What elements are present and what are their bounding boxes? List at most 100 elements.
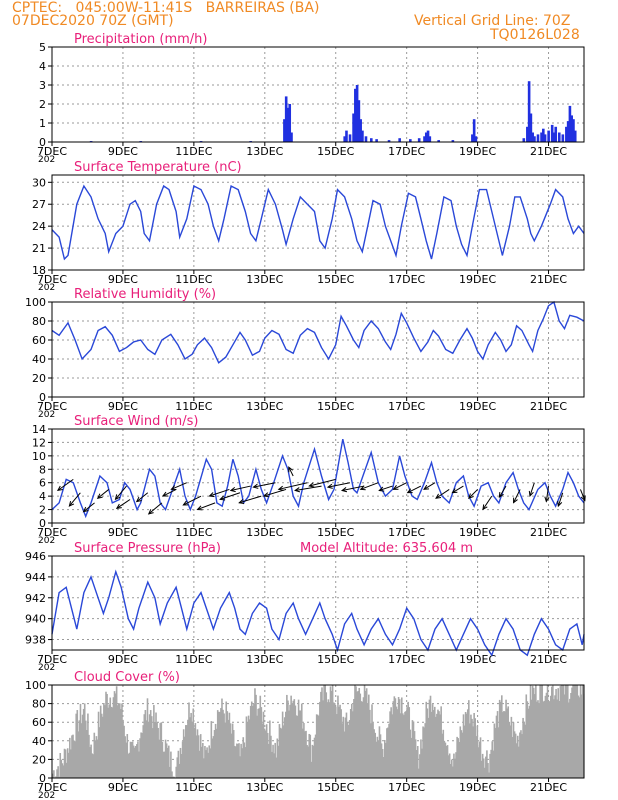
cloud-bar (204, 746, 206, 778)
cloud-bar (254, 688, 256, 778)
panel-title-wind: Surface Wind (m/s) (74, 414, 198, 429)
cloud-bar (482, 758, 485, 778)
precip-bar (352, 113, 355, 142)
cloud-bar (283, 717, 286, 778)
cloud-bar (533, 694, 536, 778)
cloud-bar (67, 752, 70, 778)
precip-bar (557, 132, 561, 142)
cloud-bar (127, 753, 130, 778)
cloud-bar (183, 736, 186, 778)
panel-title-cloud: Cloud Cover (%) (74, 670, 180, 685)
cloud-bar (89, 747, 91, 778)
cloud-bar (248, 719, 251, 778)
wind-arrow-head (96, 493, 103, 499)
cloud-bar (83, 703, 86, 778)
precip-bar (561, 134, 565, 142)
cloud-bar (314, 734, 317, 778)
cloud-bar (565, 685, 568, 778)
cloud-bar (556, 699, 558, 778)
cloud-bar (77, 731, 80, 778)
cloud-bar (489, 753, 491, 778)
cloud-bar (547, 701, 550, 778)
wind-arrow-head (68, 501, 75, 507)
wind-arrow (295, 485, 322, 491)
precip-bar (542, 128, 545, 142)
wind-arrow (68, 492, 81, 507)
cloud-bar (361, 701, 364, 778)
cloud-bar (123, 725, 125, 778)
precip-bar (354, 88, 357, 142)
cloud-bar (111, 707, 114, 778)
cloud-bar (386, 728, 388, 778)
cloud-bar (393, 696, 396, 778)
wind-arrow-head (114, 494, 121, 501)
cloud-bar (437, 709, 439, 778)
cloud-bar (466, 709, 469, 778)
cloud-bar (132, 745, 135, 778)
wind-arrow-head (277, 485, 284, 491)
cloud-bar (330, 690, 333, 778)
x-tick-label: 19DEC (459, 273, 496, 286)
cloud-bar (147, 722, 150, 778)
cloud-bar (325, 692, 328, 778)
cloud-bar (519, 732, 521, 778)
cloud-bar (231, 723, 234, 778)
cloud-bar (503, 710, 505, 778)
x-tick-label: 15DEC (317, 400, 354, 413)
precip-bar (531, 132, 534, 142)
x-tick-label: 15DEC (317, 781, 354, 794)
cloud-bar (152, 728, 154, 778)
cloud-bar (318, 715, 320, 778)
x-tick-label: 21DEC (530, 526, 567, 539)
cloud-bar (456, 736, 458, 778)
wind-arrow (197, 502, 216, 510)
wind-arrow (557, 492, 564, 507)
cloud-bar (470, 714, 472, 778)
cloud-bar (370, 723, 372, 778)
y-tick-label: 20 (32, 753, 46, 766)
cloud-bar (552, 685, 554, 778)
panel-frame-temp (51, 174, 585, 271)
x-tick-label: 19DEC (459, 145, 496, 158)
cloud-bar (269, 720, 271, 778)
cloud-bar (137, 741, 139, 778)
cloud-bar (326, 702, 329, 778)
cloud-bar (87, 713, 89, 778)
cloud-bar (104, 705, 106, 778)
cloud-bar (516, 735, 519, 778)
cloud-bar (447, 755, 450, 778)
cloud-bar (95, 736, 98, 778)
cloud-bar (409, 729, 412, 778)
cloud-bar (252, 705, 254, 778)
cloud-bar (436, 713, 438, 778)
wind-arrow (545, 486, 550, 502)
cloud-bar (180, 753, 183, 778)
cloud-bar (520, 730, 522, 778)
cloud-bar (108, 704, 110, 778)
cloud-bar (150, 716, 153, 778)
cloud-bar (471, 718, 473, 778)
cloud-bar (165, 743, 168, 778)
precip-bar (426, 130, 430, 142)
cloud-bar (460, 730, 463, 778)
cloud-bar (415, 750, 418, 778)
cloud-bar (345, 712, 348, 778)
cloud-bar (246, 722, 249, 778)
x-tick-label: 11DEC (175, 273, 212, 286)
cloud-bar (504, 711, 506, 778)
cloud-bar (226, 711, 229, 778)
y-tick-label: 942 (25, 592, 46, 605)
cloud-bar (421, 748, 423, 778)
cloud-bar (414, 739, 417, 778)
wind-arrow (57, 478, 74, 491)
cloud-bar (490, 749, 492, 778)
cloud-bar (58, 776, 60, 778)
cloud-bar (428, 699, 431, 778)
cloud-bar (416, 745, 419, 778)
cloud-bar (110, 706, 113, 778)
cloud-bar (262, 711, 265, 778)
cloud-bar (427, 717, 430, 778)
cloud-bar (221, 698, 223, 778)
cloud-bar (355, 686, 357, 778)
wind-arrow-head (423, 484, 430, 490)
